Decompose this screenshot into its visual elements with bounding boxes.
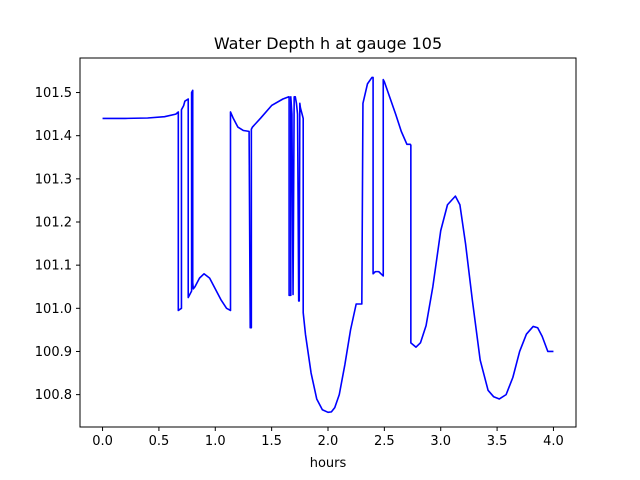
x-tick-label: 2.0 bbox=[318, 434, 339, 449]
x-tick-label: 3.5 bbox=[487, 434, 508, 449]
chart-title: Water Depth h at gauge 105 bbox=[214, 34, 442, 53]
plot-area bbox=[80, 58, 576, 427]
x-tick-label: 0.5 bbox=[149, 434, 170, 449]
x-tick-label: 2.5 bbox=[374, 434, 395, 449]
x-tick-label: 4.0 bbox=[543, 434, 564, 449]
x-tick-label: 1.5 bbox=[261, 434, 282, 449]
x-axis: 0.0 0.5 1.0 1.5 2.0 2.5 3.0 3.5 4.0 bbox=[92, 427, 564, 449]
x-tick-label: 0.0 bbox=[92, 434, 113, 449]
series-layer bbox=[102, 76, 554, 414]
y-tick-label: 100.8 bbox=[35, 388, 72, 403]
y-tick-label: 101.2 bbox=[35, 216, 72, 231]
x-tick-label: 3.0 bbox=[430, 434, 451, 449]
y-axis: 100.8 100.9 101.0 101.1 101.2 101.3 101.4 101.5 bbox=[35, 86, 80, 403]
y-tick-label: 100.9 bbox=[35, 345, 72, 360]
x-axis-label: hours bbox=[310, 456, 347, 471]
y-tick-label: 101.0 bbox=[35, 302, 72, 317]
x-tick-label: 1.0 bbox=[205, 434, 226, 449]
y-tick-label: 101.4 bbox=[35, 129, 72, 144]
y-tick-label: 101.5 bbox=[35, 86, 72, 101]
y-tick-label: 101.1 bbox=[35, 259, 72, 274]
y-tick-label: 101.3 bbox=[35, 172, 72, 187]
series-line bbox=[102, 76, 554, 414]
